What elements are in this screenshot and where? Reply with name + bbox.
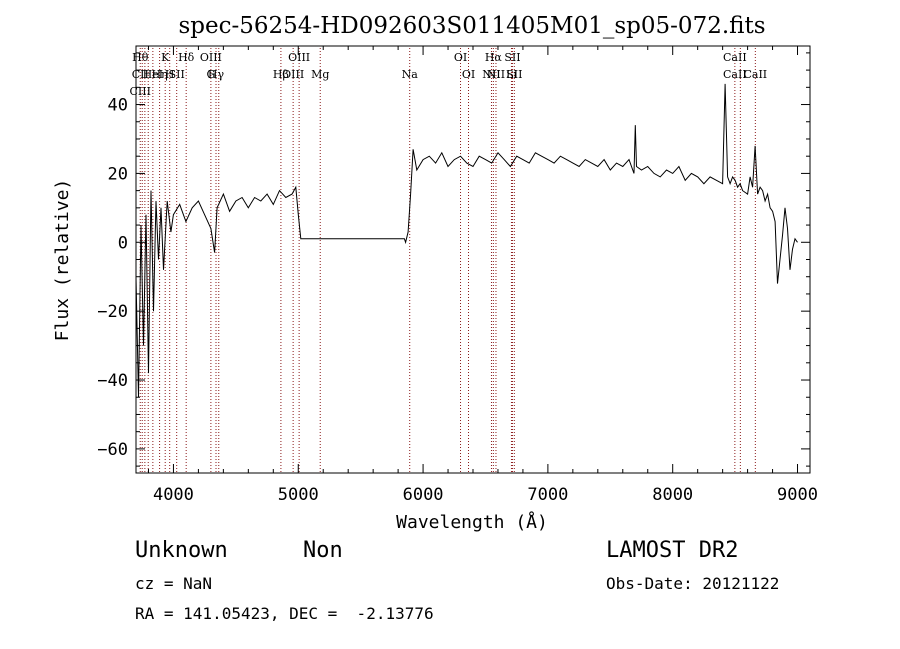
line-marker-label: SII	[504, 51, 520, 64]
x-tick-label: 9000	[777, 485, 818, 505]
x-axis-label: Wavelength (Å)	[396, 511, 548, 533]
line-marker-label: CIII	[130, 85, 151, 98]
line-marker-label: OI	[454, 51, 467, 64]
line-marker-label: OIII	[282, 68, 304, 81]
object-subclass: Non	[303, 538, 343, 563]
coordinates: RA = 141.05423, DEC = -2.13776	[135, 604, 434, 623]
x-axis-ticks: 4000 5000 6000 7000 8000 9000	[147, 46, 818, 505]
line-marker-label: SII	[506, 68, 522, 81]
line-marker-label: H	[165, 68, 175, 81]
y-tick-label: −60	[97, 440, 128, 460]
y-tick-label: 0	[118, 233, 128, 253]
line-markers	[139, 48, 756, 473]
y-tick-label: 20	[108, 164, 128, 184]
line-marker-label: NII	[482, 68, 500, 81]
plot-frame	[135, 45, 811, 474]
y-tick-label: −40	[97, 371, 128, 391]
line-marker-label: Li	[506, 68, 517, 81]
survey-name: LAMOST DR2	[606, 538, 739, 563]
line-marker-label: Hα	[485, 51, 503, 64]
line-marker-label: K	[161, 51, 170, 64]
spectrum-line	[135, 83, 798, 398]
x-tick-label: 6000	[403, 485, 444, 505]
x-tick-label: 8000	[652, 485, 693, 505]
obs-date: Obs-Date: 20121122	[606, 574, 780, 593]
object-class: Unknown	[135, 538, 228, 563]
line-marker-label: OI	[462, 68, 475, 81]
line-marker-label: CaII	[743, 68, 767, 81]
y-tick-label: 40	[108, 96, 128, 116]
line-marker-label: NII	[487, 68, 505, 81]
line-marker-label: SII	[169, 68, 185, 81]
x-tick-label: 7000	[527, 485, 568, 505]
line-marker-label: OIII	[200, 51, 222, 64]
line-marker-label: Mg	[311, 68, 329, 81]
line-marker-label: Na	[402, 68, 419, 81]
chart-title: spec-56254-HD092603S011405M01_sp05-072.f…	[178, 13, 765, 39]
x-tick-label: 5000	[278, 485, 319, 505]
line-marker-label: Hθ	[132, 51, 149, 64]
line-marker-label: CaII	[723, 68, 747, 81]
x-tick-label: 4000	[153, 485, 194, 505]
line-marker-label: Hγ	[208, 68, 225, 81]
line-marker-label: Hη	[151, 68, 167, 81]
line-marker-label: OIII	[288, 51, 310, 64]
y-tick-label: −20	[97, 302, 128, 322]
line-marker-label: HeI	[143, 68, 163, 81]
line-marker-label: Hβ	[273, 68, 289, 81]
y-axis-ticks: −60 −40 −20 0 20 40	[97, 52, 810, 467]
y-axis-label: Flux (relative)	[52, 179, 73, 342]
line-marker-label: Hδ	[178, 51, 195, 64]
redshift-cz: cz = NaN	[135, 574, 213, 593]
line-marker-label: CaII	[723, 51, 747, 64]
line-marker-label: G	[206, 68, 215, 81]
